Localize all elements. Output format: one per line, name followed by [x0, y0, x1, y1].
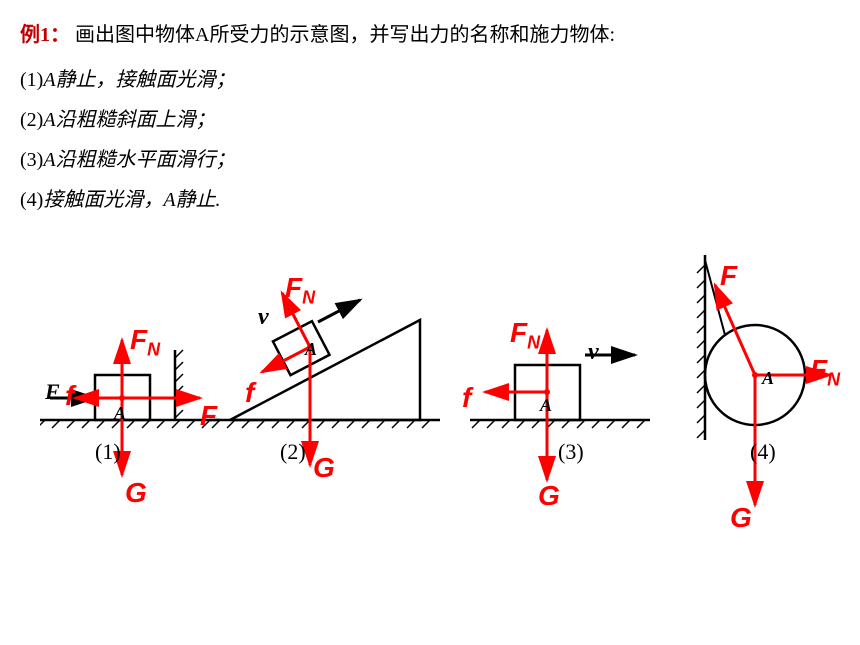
item-num-2: (2)	[20, 109, 43, 131]
d4-G: G	[730, 490, 752, 546]
example-label: 例1：	[20, 24, 70, 46]
d1-Fapplied: F	[45, 370, 60, 414]
d4-num: (4)	[750, 430, 776, 474]
d1-G: G	[125, 465, 147, 521]
d2-num: (2)	[280, 430, 306, 474]
item-text-1: A静止，接触面光滑；	[43, 69, 235, 91]
d3-G: G	[538, 468, 560, 524]
d3-f: f	[462, 370, 471, 426]
item-text-2: A沿粗糙斜面上滑；	[43, 109, 215, 131]
item-num-4: (4)	[20, 189, 43, 211]
diagram-3: A v FN f G (3)	[470, 310, 650, 510]
item-num-1: (1)	[20, 69, 43, 91]
diagram-4: A F FN G (4)	[670, 230, 850, 530]
item-text-3: A沿粗糙水平面滑行；	[43, 149, 235, 171]
d3-FN: FN	[510, 305, 540, 361]
d2-v: v	[258, 293, 269, 341]
item-text-4: 接触面光滑，A静止.	[43, 189, 220, 211]
item-4: (4)接触面光滑，A静止.	[20, 180, 840, 220]
item-2: (2)A沿粗糙斜面上滑；	[20, 100, 840, 140]
item-3: (3)A沿粗糙水平面滑行；	[20, 140, 840, 180]
diagram-3-svg	[470, 310, 650, 510]
title-text: 画出图中物体A所受力的示意图，并写出力的名称和施力物体:	[75, 24, 615, 46]
d2-A-label: A	[305, 331, 317, 367]
d4-FN: FN	[810, 342, 840, 398]
d2-G: G	[313, 440, 335, 496]
d2-FN: FN	[285, 260, 315, 316]
d1-A-label: A	[114, 395, 126, 431]
d4-F: F	[720, 248, 737, 304]
d1-f: f	[65, 368, 74, 424]
item-num-3: (3)	[20, 149, 43, 171]
d3-v: v	[588, 328, 599, 376]
d2-f: f	[245, 365, 254, 421]
item-1: (1)A静止，接触面光滑；	[20, 60, 840, 100]
title-line: 例1： 画出图中物体A所受力的示意图，并写出力的名称和施力物体:	[20, 15, 840, 55]
d4-A-label: A	[762, 360, 774, 396]
d1-FN: FN	[130, 312, 160, 368]
diagram-2: A v FN f G (2)	[210, 265, 440, 505]
diagram-1: A F FN f F G (1)	[40, 310, 220, 510]
d3-A-label: A	[540, 387, 552, 423]
diagrams-container: A F FN f F G (1)	[20, 230, 840, 580]
d1-num: (1)	[95, 430, 121, 474]
d3-num: (3)	[558, 430, 584, 474]
